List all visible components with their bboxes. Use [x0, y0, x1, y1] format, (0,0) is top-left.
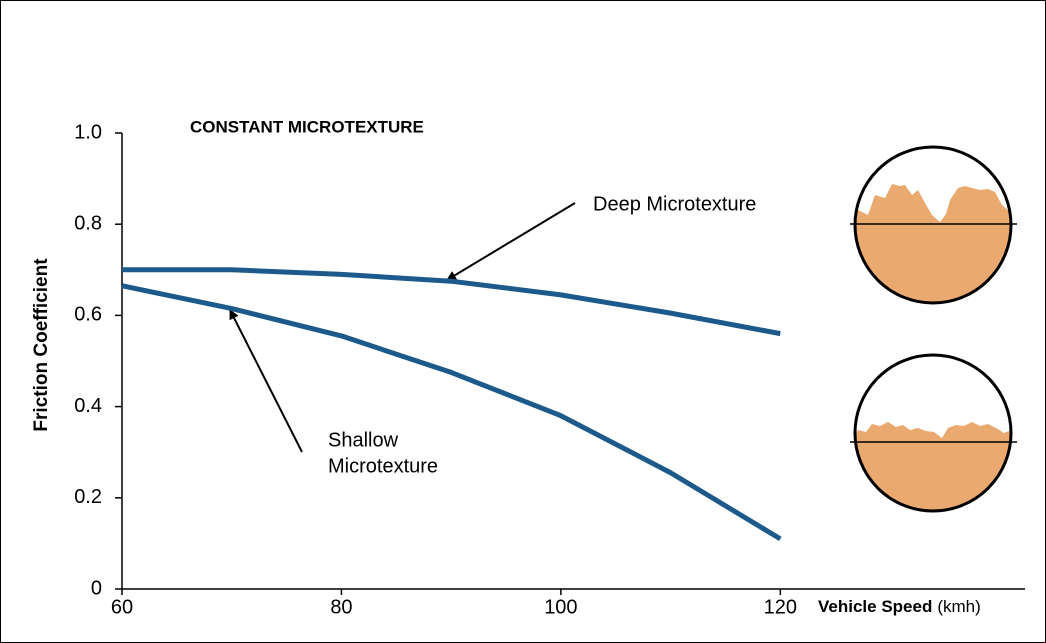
y-tick-label: 0.2: [74, 486, 102, 508]
x-axis-label: Vehicle Speed: [818, 597, 932, 616]
y-tick-label: 0.4: [74, 395, 102, 417]
annotation: Shallow: [328, 429, 399, 451]
chart-title: CONSTANT MICROTEXTURE: [190, 117, 424, 136]
y-tick-label: 0.8: [74, 212, 102, 234]
y-tick-label: 0: [91, 577, 102, 599]
y-tick-label: 0.6: [74, 304, 102, 326]
annotation: Deep Microtexture: [593, 193, 756, 215]
x-tick-label: 80: [330, 596, 352, 618]
y-axis-title: Friction Coefficient: [31, 258, 52, 432]
x-axis-title: Vehicle Speed (kmh): [818, 597, 981, 616]
annotation: Microtexture: [328, 455, 438, 477]
x-tick-label: 100: [544, 596, 577, 618]
x-axis-unit: (kmh): [937, 597, 980, 616]
x-tick-label: 60: [111, 596, 133, 618]
y-tick-label: 1.0: [74, 121, 102, 143]
chart: CONSTANT MICROTEXTURE Friction Coefficie…: [0, 0, 1046, 643]
frame: [1, 1, 1046, 643]
x-tick-label: 120: [764, 596, 797, 618]
